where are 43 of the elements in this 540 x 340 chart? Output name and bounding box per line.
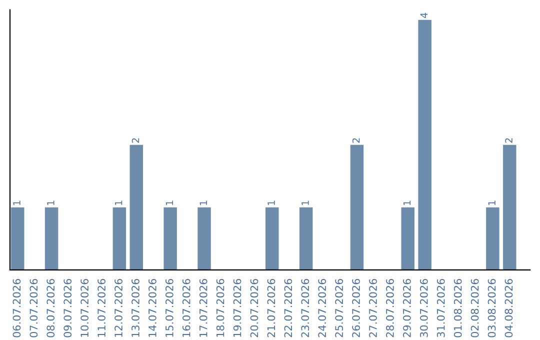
- x-tick-label: 21.07.2026: [267, 278, 276, 338]
- x-tick-label: 27.07.2026: [369, 278, 377, 338]
- x-tick-label: 17.07.2026: [199, 278, 208, 337]
- x-tick-label: 06.07.2026: [12, 278, 21, 338]
- x-tick-label: 08.07.2026: [46, 278, 55, 338]
- data-label: 2: [132, 138, 140, 143]
- x-tick-label: 10.07.2026: [80, 278, 89, 337]
- data-label: 1: [200, 200, 207, 205]
- x-tick-label: 24.07.2026: [318, 278, 326, 338]
- data-label: 1: [47, 200, 54, 205]
- x-tick-label: 03.08.2026: [488, 278, 496, 338]
- data-label: 1: [302, 200, 309, 205]
- x-tick-label: 30.07.2026: [420, 278, 428, 338]
- x-tick-label: 28.07.2026: [386, 278, 394, 338]
- data-label: 2: [505, 138, 512, 143]
- x-tick-label: 19.07.2026: [233, 278, 242, 337]
- x-tick-label: 16.07.2026: [182, 278, 190, 337]
- data-label: 2: [352, 138, 360, 143]
- x-tick-label: 20.07.2026: [250, 278, 258, 338]
- x-tick-label: 13.07.2026: [132, 278, 140, 337]
- x-tick-label: 12.07.2026: [114, 278, 122, 337]
- x-tick-label: 25.07.2026: [335, 278, 344, 338]
- data-label: 1: [268, 200, 275, 205]
- x-tick-label: 18.07.2026: [216, 278, 224, 337]
- x-tick-label: 22.07.2026: [284, 278, 292, 338]
- data-label: 1: [488, 200, 496, 205]
- x-tick-label: 02.08.2026: [470, 278, 479, 338]
- x-tick-label: 09.07.2026: [64, 278, 72, 338]
- x-tick-label: 15.07.2026: [165, 278, 174, 337]
- x-tick-label: 26.07.2026: [352, 278, 360, 338]
- x-tick-label: 04.08.2026: [504, 278, 513, 338]
- x-tick-label: 23.07.2026: [301, 278, 310, 338]
- x-tick-label: 29.07.2026: [402, 278, 411, 338]
- data-label: 1: [166, 200, 174, 205]
- x-tick-label: 31.07.2026: [436, 278, 445, 338]
- data-label: 1: [403, 200, 411, 205]
- x-tick-label: 07.07.2026: [30, 278, 38, 338]
- x-tick-label: 14.07.2026: [148, 278, 156, 337]
- data-label: 1: [13, 200, 20, 205]
- x-tick-label: 11.07.2026: [98, 278, 106, 337]
- data-label: 1: [115, 200, 122, 205]
- x-tick-label: 01.08.2026: [454, 278, 462, 338]
- data-label: 4: [420, 12, 428, 18]
